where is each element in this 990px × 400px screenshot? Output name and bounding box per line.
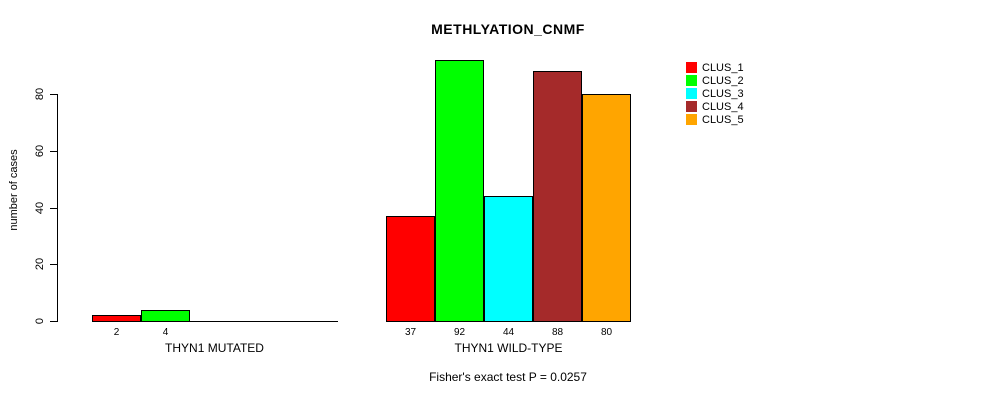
legend-label: CLUS_4 bbox=[702, 100, 744, 113]
y-axis-tick bbox=[50, 264, 57, 266]
p-value-annotation: Fisher's exact test P = 0.0257 bbox=[429, 370, 587, 384]
legend-swatch bbox=[686, 101, 697, 112]
y-tick-label: 60 bbox=[34, 144, 46, 157]
legend-label: CLUS_5 bbox=[702, 113, 744, 126]
legend-swatch bbox=[686, 88, 697, 99]
group-label: THYN1 WILD-TYPE bbox=[454, 341, 563, 355]
legend-swatch bbox=[686, 62, 697, 73]
y-axis-line bbox=[57, 94, 58, 322]
bar-value-label: 88 bbox=[551, 327, 564, 338]
bar bbox=[92, 315, 141, 322]
bar-value-label: 92 bbox=[453, 327, 466, 338]
legend-label: CLUS_3 bbox=[702, 87, 744, 100]
y-tick-label: 0 bbox=[34, 317, 46, 325]
bar bbox=[141, 310, 190, 322]
y-axis-tick bbox=[50, 150, 57, 152]
y-tick-label: 20 bbox=[34, 258, 46, 271]
zero-bar bbox=[288, 321, 338, 322]
y-axis-tick bbox=[50, 207, 57, 209]
y-axis-tick bbox=[50, 321, 57, 322]
y-tick-label: 40 bbox=[34, 201, 46, 214]
zero-bar bbox=[190, 321, 240, 322]
bar-value-label: 37 bbox=[404, 327, 417, 338]
zero-bar bbox=[239, 321, 289, 322]
legend-swatch bbox=[686, 75, 697, 86]
y-tick-label: 80 bbox=[34, 87, 46, 101]
bar bbox=[386, 216, 435, 322]
legend-swatch bbox=[686, 114, 697, 125]
bar bbox=[533, 71, 582, 322]
bar bbox=[484, 196, 533, 322]
bar-value-label: 2 bbox=[113, 327, 120, 338]
bar bbox=[582, 94, 631, 322]
legend-item: CLUS_5 bbox=[686, 113, 744, 126]
bar-value-label: 44 bbox=[502, 327, 515, 338]
bar-value-label: 4 bbox=[162, 327, 169, 338]
legend-label: CLUS_2 bbox=[702, 74, 744, 87]
legend-item: CLUS_2 bbox=[686, 74, 744, 87]
bar bbox=[435, 60, 484, 322]
legend-item: CLUS_3 bbox=[686, 87, 744, 100]
chart-title: METHLYATION_CNMF bbox=[431, 21, 585, 37]
legend-label: CLUS_1 bbox=[702, 61, 744, 74]
group-label: THYN1 MUTATED bbox=[165, 341, 264, 355]
legend: CLUS_1 CLUS_2 CLUS_3 CLUS_4 CLUS_5 bbox=[686, 61, 744, 126]
bar-value-label: 80 bbox=[600, 327, 613, 338]
y-axis-tick bbox=[50, 94, 57, 95]
y-axis-label: number of cases bbox=[8, 149, 20, 231]
legend-item: CLUS_4 bbox=[686, 100, 744, 113]
legend-item: CLUS_1 bbox=[686, 61, 744, 74]
